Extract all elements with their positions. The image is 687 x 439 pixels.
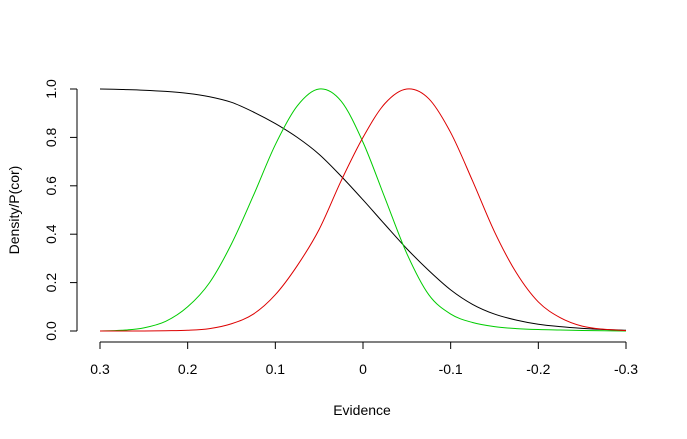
x-tick-label: 0.2 (178, 361, 198, 377)
series-line-black (99, 88, 627, 331)
x-tick-label: -0.2 (526, 361, 550, 377)
y-tick-label: 1.0 (43, 79, 59, 99)
x-ticks: 0.3 0.2 0.1 0 -0.1 -0.2 -0.3 (90, 342, 638, 377)
chart-curves (99, 88, 627, 332)
x-axis-title: Evidence (333, 402, 391, 418)
x-tick-label: 0.1 (266, 361, 286, 377)
y-tick-label: 0.4 (43, 224, 59, 244)
y-tick-label: 0.8 (43, 127, 59, 147)
y-axis: 0.0 0.2 0.4 0.6 0.8 1.0 (43, 79, 78, 341)
x-tick-label: 0 (359, 361, 367, 377)
series-line-red (100, 88, 627, 332)
series-line-green (99, 88, 627, 332)
x-axis: 0.3 0.2 0.1 0 -0.1 -0.2 -0.3 (90, 341, 638, 377)
x-tick-label: 0.3 (90, 361, 110, 377)
y-tick-label: 0.6 (43, 176, 59, 196)
x-tick-label: -0.1 (439, 361, 463, 377)
x-tick-label: -0.3 (614, 361, 638, 377)
y-axis-title: Density/P(cor) (6, 166, 22, 255)
y-tick-label: 0.2 (43, 273, 59, 293)
y-tick-label: 0.0 (43, 321, 59, 341)
y-ticks: 0.0 0.2 0.4 0.6 0.8 1.0 (43, 79, 77, 341)
